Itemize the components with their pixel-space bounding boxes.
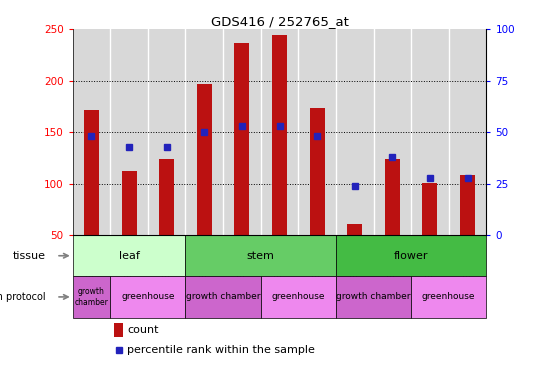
Title: GDS416 / 252765_at: GDS416 / 252765_at	[211, 15, 348, 28]
Bar	[411, 276, 486, 318]
Bar	[336, 276, 411, 318]
Text: greenhouse: greenhouse	[422, 292, 476, 302]
Bar	[272, 36, 287, 235]
Text: stem: stem	[247, 251, 274, 261]
Bar	[260, 276, 336, 318]
Bar	[121, 171, 136, 235]
Bar	[460, 175, 475, 235]
Bar	[423, 183, 438, 235]
Text: percentile rank within the sample: percentile rank within the sample	[127, 345, 315, 355]
Bar	[110, 276, 186, 318]
Bar	[310, 108, 325, 235]
Text: leaf: leaf	[119, 251, 140, 261]
Text: flower: flower	[394, 251, 428, 261]
Bar	[84, 109, 99, 235]
Bar	[186, 235, 336, 276]
Bar	[186, 276, 260, 318]
Text: greenhouse: greenhouse	[272, 292, 325, 302]
Bar	[114, 323, 123, 337]
Bar	[73, 235, 186, 276]
Bar	[347, 224, 362, 235]
Text: growth protocol: growth protocol	[0, 292, 46, 302]
Text: growth chamber: growth chamber	[186, 292, 260, 302]
Text: tissue: tissue	[13, 251, 46, 261]
Bar	[197, 84, 212, 235]
Bar	[73, 276, 110, 318]
Bar	[336, 235, 486, 276]
Bar	[385, 159, 400, 235]
Bar	[159, 159, 174, 235]
Text: greenhouse: greenhouse	[121, 292, 174, 302]
Text: count: count	[127, 325, 159, 335]
Text: growth
chamber: growth chamber	[74, 287, 108, 307]
Text: growth chamber: growth chamber	[337, 292, 411, 302]
Bar	[234, 43, 249, 235]
